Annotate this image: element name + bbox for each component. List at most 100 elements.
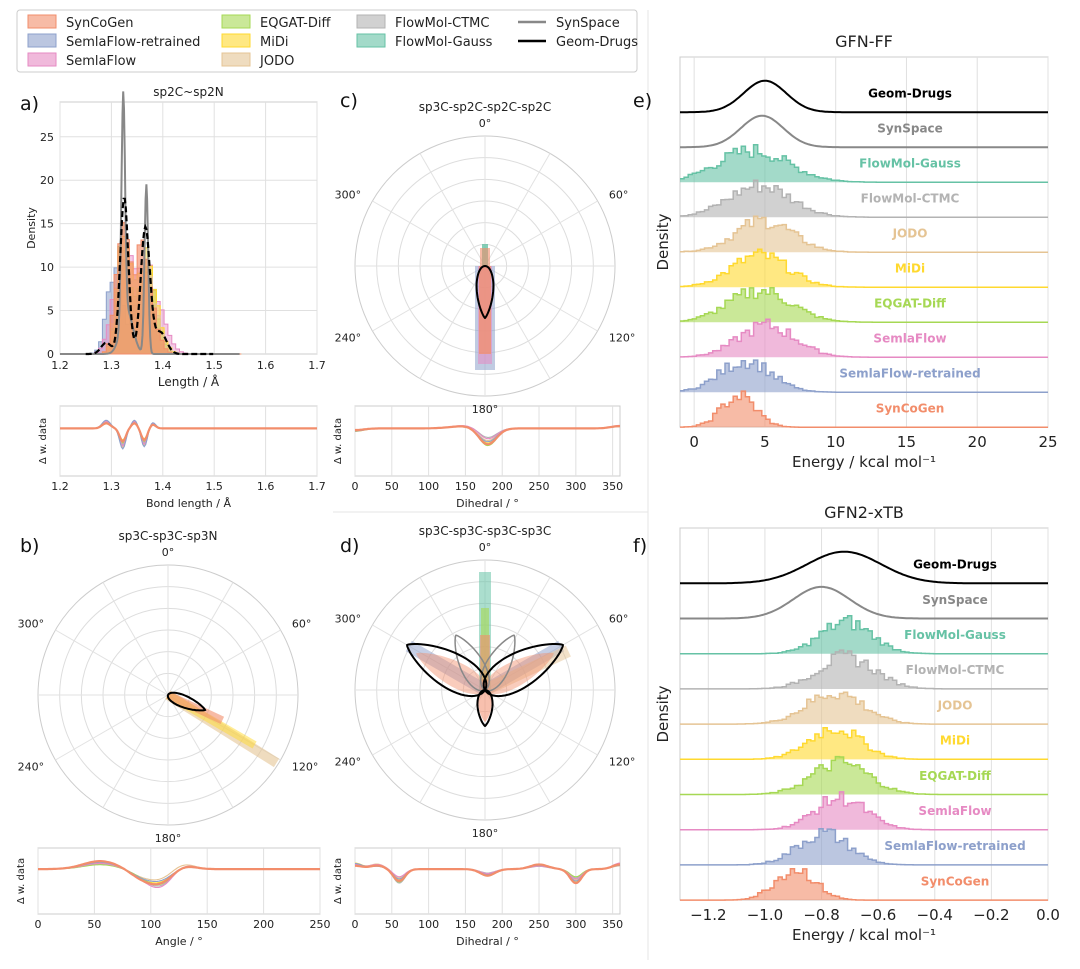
legend-item-label: JODO — [259, 54, 294, 69]
x-tick-label: 200 — [253, 918, 274, 931]
y-tick-label: 0 — [47, 348, 54, 361]
ridge-fill — [680, 180, 1048, 218]
x-tick-label: 100 — [418, 918, 439, 931]
x-tick-label: 200 — [492, 480, 513, 493]
polar-spoke — [167, 582, 234, 696]
ridge-series-label: SemlaFlow — [873, 332, 946, 346]
ridge-series-label: FlowMol-CTMC — [906, 663, 1005, 677]
y-tick-label: 10 — [40, 261, 54, 274]
polar-spoke — [372, 265, 486, 332]
legend-swatch — [221, 33, 251, 48]
polar-spoke — [102, 694, 169, 808]
ridge-series-label: SynCoGen — [921, 874, 990, 888]
y-axis-label: Δ w. data — [333, 858, 344, 904]
delta-line — [355, 863, 621, 885]
x-tick-label: 1.4 — [154, 359, 172, 372]
ridge-series-label: EQGAT-Diff — [919, 769, 991, 783]
y-tick-label: 20 — [40, 174, 54, 187]
ridge-outline — [680, 755, 1048, 796]
chart-title: GFN2-xTB — [824, 503, 904, 522]
ridge-series-label: MiDi — [895, 262, 925, 276]
ridge-outline — [680, 286, 1048, 323]
legend-swatch — [221, 14, 251, 29]
polar-bar — [478, 690, 492, 722]
angle-label: 300° — [18, 618, 45, 631]
ridge-outline — [680, 868, 1048, 901]
angle-label: 60° — [609, 189, 629, 202]
angle-label: 60° — [609, 613, 629, 626]
polar-bar — [416, 652, 486, 695]
polar-spoke — [372, 689, 486, 756]
polar-spoke — [484, 689, 598, 756]
x-tick-label: 5 — [760, 433, 770, 451]
ridge-outline — [680, 179, 1048, 218]
legend-frame — [16, 9, 638, 73]
x-tick-label: −0.6 — [860, 906, 896, 924]
polar-spoke — [419, 265, 486, 379]
angle-label: 300° — [335, 189, 362, 202]
ridge-series-label: SemlaFlow-retrained — [839, 367, 980, 381]
x-tick-label: −1.0 — [747, 906, 783, 924]
x-tick-label: 50 — [87, 918, 101, 931]
legend-item-label: FlowMol-CTMC — [395, 16, 489, 31]
chart-title: sp3C-sp3C-sp3C-sp3C — [419, 524, 552, 538]
panel-letter: e) — [633, 90, 652, 112]
y-axis-label: Δ w. data — [333, 418, 344, 464]
legend-swatch — [27, 14, 57, 29]
x-axis-label: Dihedral / ° — [456, 497, 519, 510]
panel-letter: f) — [633, 535, 647, 557]
y-axis-label: Density — [654, 213, 672, 270]
x-tick-label: 15 — [897, 433, 916, 451]
x-tick-label: 300 — [565, 480, 586, 493]
delta-line — [60, 422, 317, 443]
legend-item-label: EQGAT-Diff — [260, 16, 331, 31]
chart-title: sp3C-sp3C-sp3N — [119, 529, 218, 543]
ridge-line — [680, 550, 1048, 585]
legend-swatch — [221, 52, 251, 67]
x-tick-label: 250 — [529, 918, 550, 931]
ridge-fill — [680, 216, 1048, 253]
x-tick-label: 25 — [1038, 433, 1057, 451]
x-axis-label: Energy / kcal mol⁻¹ — [792, 926, 936, 944]
angle-label: 180° — [472, 403, 499, 416]
ridge-series-label: SynCoGen — [876, 402, 945, 416]
angle-label: 240° — [335, 756, 362, 769]
polar-bar — [480, 635, 490, 690]
ridge-fill — [680, 756, 1048, 795]
x-tick-label: 10 — [826, 433, 845, 451]
polar-bar — [166, 691, 225, 724]
angle-label: 240° — [335, 332, 362, 345]
y-axis-label: Δ w. data — [16, 858, 27, 904]
x-tick-label: −0.2 — [973, 906, 1009, 924]
ridge-outline — [680, 215, 1048, 253]
ridge-outline — [680, 615, 1048, 655]
ridge-outline — [680, 828, 1048, 866]
x-tick-label: 1.7 — [308, 480, 326, 493]
polar-spoke — [484, 577, 551, 691]
ridge-fill — [680, 287, 1048, 323]
x-tick-label: 50 — [385, 480, 399, 493]
ridge-outline — [680, 318, 1048, 358]
x-tick-label: 1.3 — [103, 359, 121, 372]
legend-item-label: Geom-Drugs — [556, 35, 638, 50]
y-axis-label: Density — [25, 207, 38, 249]
ridge-series-label: MiDi — [940, 734, 970, 748]
x-tick-label: 100 — [418, 480, 439, 493]
x-tick-label: 1.5 — [205, 480, 223, 493]
ridge-series-label: SemlaFlow — [918, 804, 991, 818]
legend-swatch — [27, 33, 57, 48]
ridge-outline — [680, 390, 1048, 428]
ridge-series-label: FlowMol-Gauss — [859, 157, 961, 171]
panel-letter: a) — [20, 93, 39, 115]
ridge-series-label: Geom-Drugs — [913, 558, 997, 572]
geom-drugs-line — [85, 197, 214, 356]
ridge-outline — [680, 649, 1048, 690]
x-tick-label: 300 — [565, 918, 586, 931]
ridge-series-label: EQGAT-Diff — [874, 297, 946, 311]
legend-item-label: SynCoGen — [66, 16, 134, 31]
plot-frame — [59, 405, 318, 477]
x-tick-label: 100 — [140, 918, 161, 931]
geom-drugs-lobe — [475, 264, 495, 320]
x-tick-label: 1.3 — [103, 480, 121, 493]
plot-frame — [37, 847, 321, 915]
